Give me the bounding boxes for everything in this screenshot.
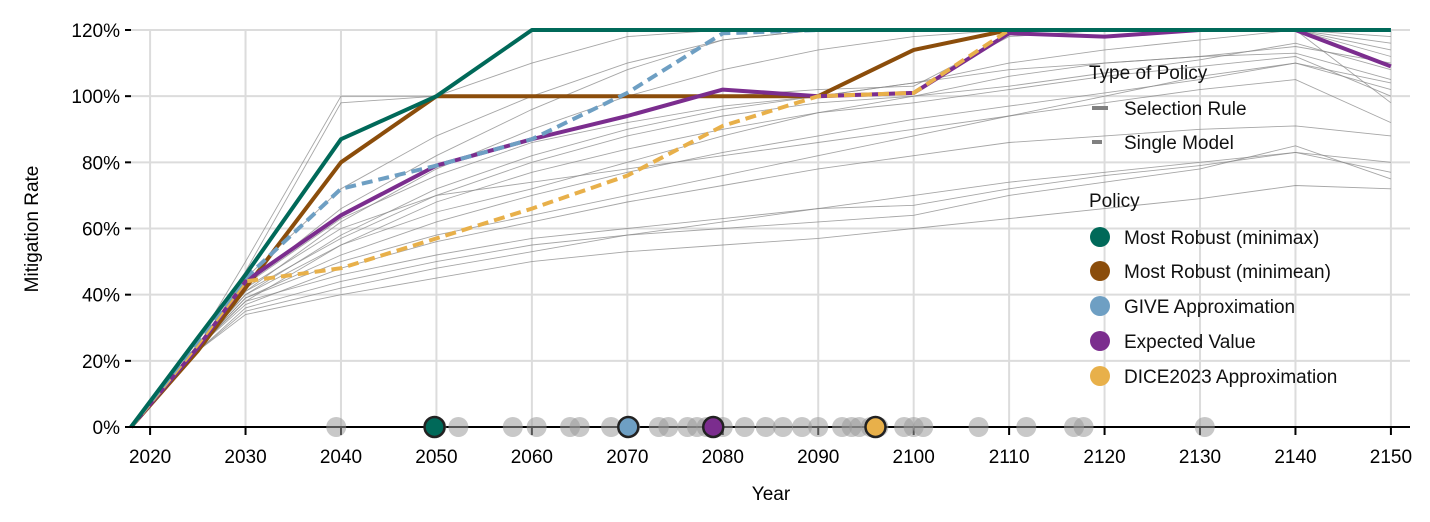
highlighted-point-expected-value (701, 415, 725, 439)
y-tick-label: 80% (82, 153, 120, 174)
rug-point (968, 417, 989, 437)
rug-point (755, 417, 776, 437)
x-tick-label: 2130 (1179, 447, 1221, 468)
legend-selection-rule-label: Selection Rule (1124, 99, 1247, 120)
y-tick-label: 40% (82, 286, 120, 307)
legend-marker-dice2023 (1090, 366, 1110, 386)
legend-label-give: GIVE Approximation (1124, 297, 1295, 318)
legend-marker-give (1090, 296, 1110, 316)
legend-label-minimean: Most Robust (minimean) (1124, 262, 1331, 283)
y-tick-label: 20% (82, 352, 120, 373)
background-series-line (130, 151, 1391, 428)
background-series-line (130, 62, 1392, 428)
legend-policy-title: Policy (1089, 191, 1140, 212)
x-tick-label: 2140 (1274, 447, 1316, 468)
policy-series-group (129, 28, 1392, 429)
x-tick-label: 2040 (320, 447, 362, 468)
rug-point (913, 417, 934, 437)
background-series-line (130, 145, 1392, 428)
x-tick-label: 2110 (989, 447, 1030, 468)
y-tick-label: 60% (82, 220, 120, 241)
x-tick-label: 2060 (511, 447, 553, 468)
x-tick-label: 2020 (129, 447, 171, 468)
legend-marker-expected-value (1090, 331, 1110, 351)
legend-type-title: Type of Policy (1089, 63, 1208, 84)
y-tick-label: 0% (93, 418, 121, 439)
background-series-line (130, 151, 1391, 428)
y-tick-label: 100% (71, 87, 120, 108)
background-series-line (130, 29, 1392, 428)
rug-point (734, 417, 755, 437)
rug-point (448, 417, 469, 437)
rug-point (658, 417, 679, 437)
highlighted-point-dice2023-approximation (864, 415, 887, 439)
x-axis-title: Year (752, 484, 791, 505)
rug-point (1073, 417, 1094, 437)
rug-point (1194, 417, 1215, 437)
y-tick-label: 120% (71, 21, 120, 42)
legend-label-expected-value: Expected Value (1124, 332, 1256, 353)
rug-point (502, 417, 523, 437)
rug-point (526, 417, 547, 437)
legend: Type of Policy Selection Rule Single Mod… (1089, 63, 1337, 388)
series-line-expected-value (129, 28, 1392, 429)
rug-point (808, 417, 829, 437)
x-tick-label: 2120 (1083, 447, 1125, 468)
legend-label-minimax: Most Robust (minimax) (1124, 228, 1319, 249)
rug-point (1016, 417, 1037, 437)
highlighted-point-give-approximation (617, 415, 640, 439)
background-series-line (130, 185, 1391, 428)
x-tick-label: 2090 (797, 447, 839, 468)
background-series-line (130, 52, 1392, 428)
legend-single-model-label: Single Model (1124, 133, 1234, 154)
legend-marker-minimean (1090, 261, 1110, 281)
x-tick-label: 2050 (415, 447, 457, 468)
background-series-line (130, 56, 1392, 428)
x-tick-label: 2100 (893, 447, 935, 468)
y-axis-title: Mitigation Rate (22, 166, 43, 293)
legend-label-dice2023: DICE2023 Approximation (1124, 367, 1337, 388)
rug-points-group (326, 415, 1215, 439)
x-tick-label: 2080 (702, 447, 744, 468)
rug-point (601, 417, 622, 437)
series-line-most-robust-minimax (129, 28, 1391, 429)
x-tick-label: 2070 (606, 447, 648, 468)
background-series-line (130, 42, 1392, 428)
background-series-line (130, 79, 1392, 428)
background-series-line (130, 62, 1391, 428)
x-tick-label: 2030 (224, 447, 266, 468)
rug-point (772, 417, 793, 437)
legend-marker-minimax (1090, 227, 1110, 247)
rug-point (569, 417, 590, 437)
x-tick-label: 2150 (1370, 447, 1412, 468)
rug-point (326, 417, 347, 437)
highlighted-point-most-robust-minimax (423, 415, 446, 439)
rug-point (791, 417, 812, 437)
